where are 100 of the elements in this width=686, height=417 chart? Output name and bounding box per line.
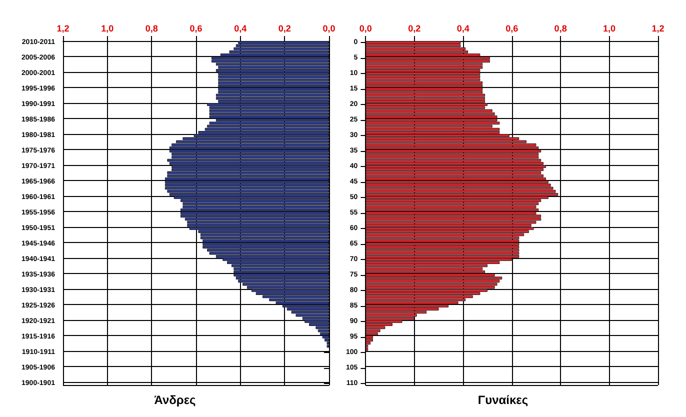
bar [366, 177, 546, 180]
bar [366, 165, 546, 168]
bar [366, 118, 498, 122]
bar [366, 286, 495, 289]
bar [366, 158, 542, 162]
bar [167, 190, 329, 193]
bar [366, 280, 500, 283]
bar [324, 338, 329, 342]
x-tick-label: 1,2 [652, 24, 664, 34]
bar [366, 112, 495, 116]
bar [366, 282, 498, 286]
bar [216, 62, 329, 66]
bar [366, 246, 520, 249]
bar [366, 75, 480, 78]
bar [207, 103, 329, 106]
bar [366, 90, 483, 94]
bar [366, 242, 520, 246]
bar [366, 72, 480, 75]
bar [366, 78, 480, 82]
bar [169, 192, 329, 196]
bar [366, 122, 500, 125]
bar [366, 109, 492, 112]
x-tick-label: 1,0 [603, 24, 616, 34]
bar [200, 233, 329, 236]
bar [231, 264, 329, 268]
bar [216, 96, 329, 100]
bar [366, 184, 551, 187]
bar [172, 143, 329, 146]
bar [180, 212, 329, 214]
bar [366, 88, 483, 90]
bar [209, 109, 329, 112]
bar [366, 248, 520, 252]
bar [212, 56, 329, 60]
bar [212, 60, 329, 63]
bar [366, 276, 502, 280]
bar [291, 310, 329, 314]
bar [184, 218, 329, 221]
bar [209, 106, 329, 110]
bar [366, 84, 483, 88]
bar [180, 208, 329, 212]
bar [366, 254, 520, 258]
x-tick-label: 0,2 [408, 24, 421, 34]
bar [164, 184, 329, 187]
x-tick-label: 0,8 [554, 24, 567, 34]
bar [202, 239, 329, 242]
bar [236, 44, 329, 48]
bar [366, 60, 490, 63]
bar [366, 156, 539, 159]
x-tick-label: 0,2 [278, 24, 291, 34]
bar [366, 143, 536, 146]
bar [234, 270, 329, 274]
bar [366, 66, 483, 69]
bar [218, 72, 329, 75]
bar [366, 214, 542, 218]
bar [366, 208, 539, 212]
bar [366, 168, 544, 172]
bar [246, 286, 329, 289]
bar [304, 320, 329, 323]
x-tick-label: 1,0 [101, 24, 114, 34]
bar [366, 338, 373, 342]
bar [172, 152, 329, 156]
bar [218, 75, 329, 78]
bar [189, 227, 329, 230]
bar [366, 186, 554, 190]
bar [209, 116, 329, 118]
bar [209, 252, 329, 255]
bar [366, 69, 480, 72]
bar [366, 205, 536, 208]
bar [174, 196, 329, 199]
bar [167, 174, 329, 178]
bar [366, 239, 520, 242]
bar [169, 150, 329, 152]
bar [366, 252, 520, 255]
bar [366, 162, 544, 165]
bar [218, 66, 329, 69]
bar [209, 122, 329, 125]
text: Άνδρες [154, 393, 196, 407]
bar [366, 171, 542, 174]
bar [366, 218, 542, 221]
bar [366, 56, 490, 60]
bar [187, 220, 329, 224]
x-tick-label: 0,4 [234, 24, 247, 34]
bar [216, 94, 329, 97]
bar [366, 202, 539, 206]
bar [318, 329, 329, 332]
bar [238, 41, 329, 44]
bar [236, 276, 329, 280]
bar [366, 116, 498, 118]
bar [167, 158, 329, 162]
bar [366, 146, 539, 150]
bar [366, 316, 414, 320]
bar [180, 214, 329, 218]
bar [366, 227, 534, 230]
bar [366, 81, 483, 84]
bar [202, 246, 329, 249]
bar [238, 280, 329, 283]
x-tick-label: 0,4 [456, 24, 470, 34]
x-tick-label: 0,6 [190, 24, 202, 34]
bar [172, 165, 329, 168]
x-tick-label: 0,8 [145, 24, 158, 34]
